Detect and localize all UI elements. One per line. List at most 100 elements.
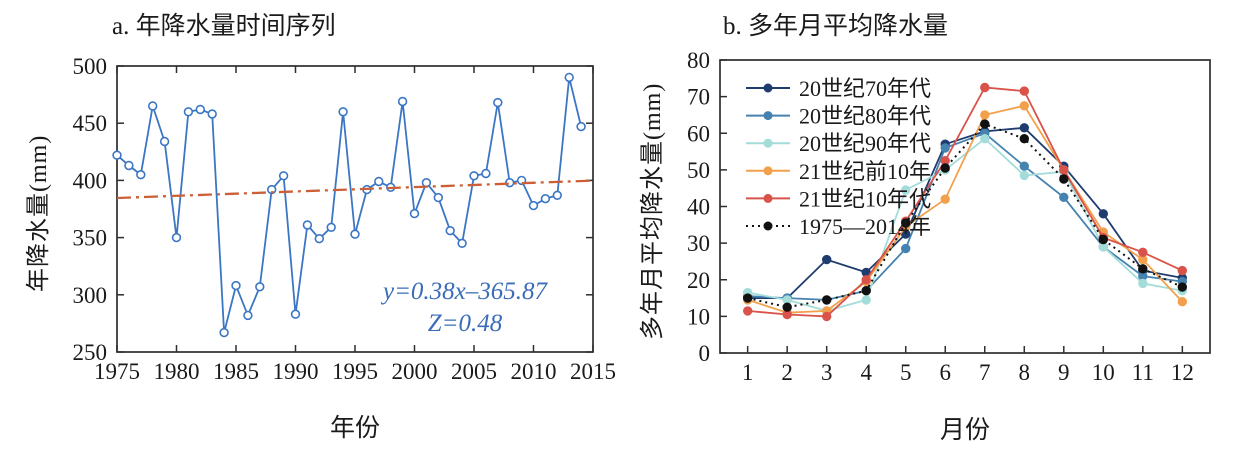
- data-point-annual-precipitation: [457, 238, 467, 249]
- data-point-annual-precipitation: [338, 107, 348, 117]
- data-point-mean-1975-2014: [1098, 234, 1108, 245]
- data-point-annual-precipitation: [183, 107, 194, 117]
- legend-label-decade-2000s: 21世纪前10年: [799, 159, 931, 184]
- panel-a-x-axis-label: 年份: [329, 415, 380, 442]
- data-point-annual-precipitation: [374, 176, 384, 187]
- data-point-decade-1980s: [901, 243, 911, 254]
- x-tick-label: 2010: [511, 359, 557, 384]
- series-line-mean-1975-2014: [747, 122, 1183, 309]
- data-point-annual-precipitation: [528, 200, 539, 211]
- legend-marker-decade-2000s: [763, 166, 773, 176]
- trend-annotation: y=0.38x–365.87 Z=0.48: [350, 276, 580, 340]
- x-tick-label: 3: [821, 360, 833, 385]
- x-tick-label: 1980: [154, 359, 200, 384]
- y-tick-label: 60: [687, 121, 710, 146]
- legend-marker-decade-1990s: [763, 138, 773, 148]
- data-point-mean-1975-2014: [901, 218, 911, 228]
- data-point-decade-2000s: [980, 110, 990, 120]
- y-tick-label: 450: [73, 111, 108, 136]
- panel-a-y-axis-label: 年降水量(mm): [26, 134, 52, 292]
- data-point-annual-precipitation: [481, 168, 491, 179]
- data-point-annual-precipitation: [409, 208, 420, 219]
- legend-marker-decade-2010s: [763, 193, 773, 203]
- data-point-mean-1975-2014: [1177, 282, 1187, 292]
- legend-marker-decade-1980s: [763, 111, 773, 121]
- series-line-decade-2010s: [747, 86, 1183, 318]
- data-point-annual-precipitation: [421, 178, 432, 188]
- panel-b-y-axis-label: 多年月平均降水量(mm): [640, 82, 666, 340]
- data-point-decade-1990s: [901, 185, 911, 195]
- x-tick-label: 1: [742, 360, 754, 385]
- x-tick-label: 2: [781, 360, 793, 385]
- data-point-mean-1975-2014: [822, 295, 832, 305]
- series-line-decade-1990s: [747, 137, 1183, 312]
- data-point-annual-precipitation: [493, 97, 503, 108]
- y-tick-label: 30: [687, 231, 710, 256]
- data-point-annual-precipitation: [552, 190, 562, 201]
- y-tick-label: 80: [687, 48, 710, 73]
- data-point-annual-precipitation: [576, 121, 586, 132]
- panel-b-x-axis-label: 月份: [939, 417, 990, 444]
- series-line-decade-2000s: [747, 104, 1183, 314]
- y-tick-label: 300: [73, 283, 108, 308]
- data-point-mean-1975-2014: [861, 286, 871, 296]
- data-point-annual-precipitation: [255, 282, 265, 292]
- data-point-annual-precipitation: [112, 150, 122, 160]
- series-line-annual-precipitation: [116, 77, 582, 333]
- data-point-annual-precipitation: [195, 104, 206, 115]
- x-tick-label: 9: [1058, 360, 1070, 385]
- legend-marker-decade-1970s: [763, 83, 773, 93]
- x-tick-label: 2005: [451, 359, 497, 384]
- data-point-decade-2010s: [822, 311, 832, 322]
- data-point-mean-1975-2014: [980, 119, 990, 129]
- legend-label-decade-1970s: 20世纪70年代: [799, 76, 931, 101]
- data-point-decade-2010s: [743, 306, 753, 316]
- data-point-annual-precipitation: [136, 170, 146, 180]
- x-tick-label: 4: [860, 360, 872, 385]
- data-point-decade-1990s: [1019, 170, 1029, 181]
- data-point-annual-precipitation: [314, 234, 324, 244]
- data-point-decade-1990s: [980, 134, 990, 144]
- x-tick-label: 1990: [273, 359, 319, 384]
- data-point-annual-precipitation: [290, 309, 301, 319]
- panel-monthly-mean: 1 2 3 4 5 6 7 8 9 10 11 12 0 10 20 30 40 50 60 70 80 20世纪70年代…: [620, 0, 1240, 455]
- data-point-mean-1975-2014: [1059, 174, 1069, 184]
- data-point-annual-precipitation: [171, 232, 182, 243]
- y-tick-label: 40: [687, 195, 710, 220]
- y-tick-label: 20: [687, 268, 710, 293]
- data-point-decade-1980s: [940, 143, 950, 153]
- data-point-decade-2010s: [1059, 165, 1069, 175]
- data-point-decade-2010s: [1177, 265, 1187, 276]
- y-tick-label: 350: [73, 226, 108, 251]
- x-tick-label: 10: [1092, 360, 1115, 385]
- data-point-annual-precipitation: [219, 327, 229, 338]
- data-point-annual-precipitation: [231, 280, 241, 291]
- data-point-decade-2010s: [1138, 247, 1148, 258]
- panel-a-chart: 1975 1980 1985 1990 1995 2000 2005 2010 2015 250 3…: [73, 54, 617, 384]
- data-point-decade-2000s: [940, 194, 950, 204]
- legend-label-decade-1980s: 20世纪80年代: [799, 104, 931, 129]
- data-point-annual-precipitation: [326, 222, 336, 233]
- panel-b-title: b. 多年月平均降水量: [723, 13, 949, 40]
- data-point-mean-1975-2014: [1019, 134, 1029, 144]
- data-point-annual-precipitation: [278, 171, 289, 181]
- data-point-mean-1975-2014: [743, 293, 753, 303]
- data-point-mean-1975-2014: [940, 163, 950, 173]
- data-point-decade-2010s: [1019, 86, 1029, 96]
- y-tick-label: 10: [687, 304, 710, 329]
- panel-a-title: a. 年降水量时间序列: [112, 13, 336, 40]
- x-tick-label: 5: [900, 360, 912, 385]
- legend-label-decade-2010s: 21世纪10年代: [799, 186, 931, 211]
- y-tick-label: 70: [687, 85, 710, 110]
- data-point-annual-precipitation: [397, 96, 408, 107]
- x-tick-label: 1985: [213, 359, 259, 384]
- data-point-annual-precipitation: [243, 310, 253, 321]
- data-point-annual-precipitation: [302, 220, 313, 230]
- y-tick-label: 400: [73, 168, 108, 193]
- data-point-annual-precipitation: [564, 72, 574, 83]
- data-point-mean-1975-2014: [782, 302, 792, 312]
- y-tick-label: 50: [687, 158, 710, 183]
- data-point-decade-1970s: [1019, 123, 1029, 133]
- data-point-annual-precipitation: [207, 109, 217, 119]
